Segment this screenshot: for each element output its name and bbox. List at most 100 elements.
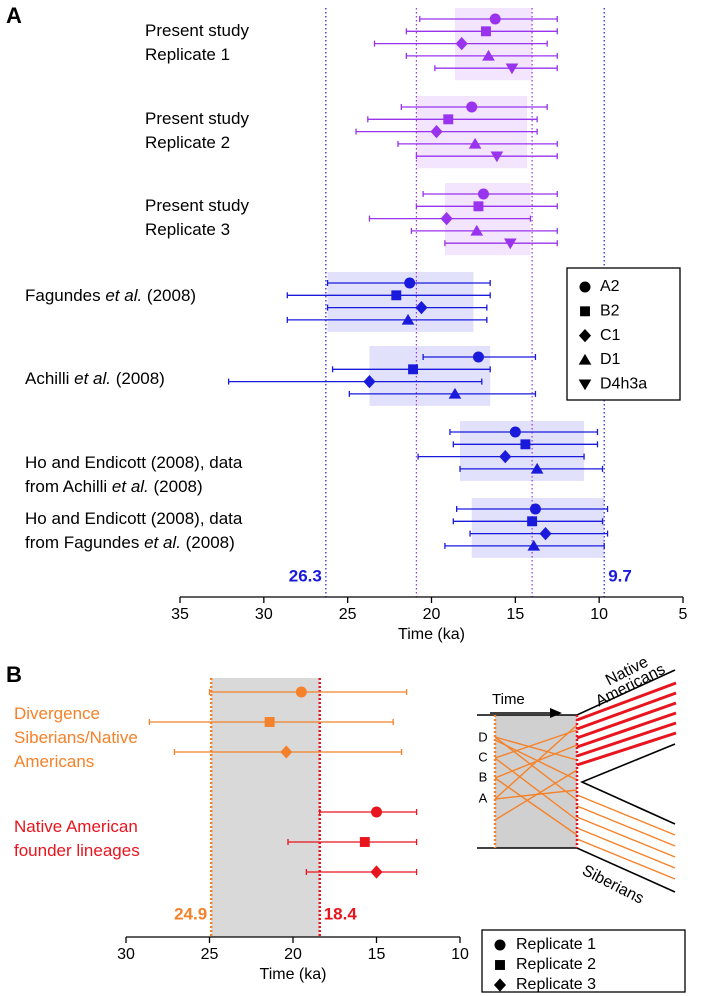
marker bbox=[505, 63, 519, 75]
marker bbox=[415, 301, 428, 315]
x-tick-label: 10 bbox=[451, 946, 469, 963]
x-tick-label: 30 bbox=[255, 606, 273, 623]
marker bbox=[448, 387, 462, 399]
group-label: Replicate 1 bbox=[145, 45, 230, 64]
group-label: founder lineages bbox=[14, 841, 140, 860]
marker bbox=[472, 351, 484, 363]
label-part: Fagundes bbox=[25, 286, 105, 305]
marker bbox=[466, 101, 478, 113]
group-label: Ho and Endicott (2008), data bbox=[25, 453, 243, 472]
group-label: Americans bbox=[14, 752, 94, 771]
marker bbox=[520, 439, 531, 450]
group-label: Fagundes et al. (2008) bbox=[25, 286, 196, 305]
marker bbox=[404, 277, 416, 289]
marker bbox=[408, 364, 419, 375]
x-tick-label: 30 bbox=[117, 946, 135, 963]
group-label: Present study bbox=[145, 21, 249, 40]
reference-label: 24.9 bbox=[174, 904, 207, 923]
legend-label: A2 bbox=[600, 278, 620, 295]
marker bbox=[481, 26, 491, 37]
label-part: Achilli bbox=[25, 369, 74, 388]
lineage-label: C bbox=[478, 749, 487, 764]
legend-marker bbox=[495, 960, 505, 970]
time-label: Time bbox=[492, 691, 525, 708]
label-part: Ho and Endicott (2008), data bbox=[25, 453, 243, 472]
label-part: from Fagundes bbox=[25, 533, 144, 552]
schematic: Time D C B A Native Americans Siberians bbox=[477, 654, 677, 908]
marker bbox=[503, 238, 517, 250]
label-part: founder lineages bbox=[14, 841, 140, 860]
legend-marker bbox=[494, 939, 506, 951]
label-part: (2008) bbox=[181, 533, 235, 552]
marker bbox=[477, 188, 489, 200]
lineage-label: D bbox=[478, 729, 487, 744]
label-part: Americans bbox=[14, 752, 94, 771]
label-part: (2008) bbox=[142, 286, 196, 305]
group-label: from Fagundes et al. (2008) bbox=[25, 533, 235, 552]
legend-marker bbox=[580, 306, 590, 317]
legend-marker bbox=[578, 379, 592, 391]
marker bbox=[280, 745, 293, 759]
time-window bbox=[495, 715, 577, 848]
x-tick-label: 5 bbox=[679, 606, 688, 623]
range-box bbox=[369, 346, 491, 406]
shaded-range bbox=[211, 678, 320, 937]
x-tick-label: 35 bbox=[171, 606, 189, 623]
marker bbox=[295, 686, 307, 698]
group-label: Ho and Endicott (2008), data bbox=[25, 509, 243, 528]
label-part: et al. bbox=[74, 369, 111, 388]
label-part: et al. bbox=[112, 477, 149, 496]
legend-label: Replicate 2 bbox=[516, 956, 596, 973]
arrow-head bbox=[550, 708, 562, 718]
native-lines bbox=[576, 681, 677, 767]
label-part: Native American bbox=[14, 817, 138, 836]
marker bbox=[359, 837, 370, 847]
legend-label: D1 bbox=[600, 351, 621, 368]
legend-marker bbox=[579, 281, 591, 293]
label-part: Present study bbox=[145, 21, 249, 40]
panel-label: B bbox=[6, 662, 22, 687]
group-label: Present study bbox=[145, 109, 249, 128]
marker bbox=[371, 806, 382, 818]
marker bbox=[440, 212, 453, 226]
marker bbox=[468, 137, 482, 149]
legend-marker bbox=[578, 353, 592, 365]
label-part: Present study bbox=[145, 109, 249, 128]
marker bbox=[473, 201, 484, 212]
marker bbox=[482, 49, 495, 61]
lineage-lines bbox=[494, 724, 676, 880]
group-label: Replicate 2 bbox=[145, 133, 230, 152]
label-part: Replicate 3 bbox=[145, 220, 230, 239]
x-tick-label: 20 bbox=[284, 946, 302, 963]
reference-label: 9.7 bbox=[608, 566, 632, 585]
marker bbox=[527, 539, 541, 551]
label-part: (2008) bbox=[149, 477, 203, 496]
range-box bbox=[460, 421, 585, 481]
x-tick-label: 20 bbox=[423, 606, 441, 623]
siberians-label: Siberians bbox=[579, 862, 646, 907]
marker bbox=[430, 125, 443, 139]
marker bbox=[363, 375, 376, 389]
marker bbox=[264, 717, 275, 727]
label-part: from Achilli bbox=[25, 477, 112, 496]
marker bbox=[499, 450, 512, 464]
lineage-label: A bbox=[479, 790, 488, 805]
marker bbox=[443, 114, 454, 125]
x-tick-label: 15 bbox=[368, 946, 386, 963]
legend-label: C1 bbox=[600, 327, 621, 344]
marker bbox=[470, 224, 484, 236]
group-label: Replicate 3 bbox=[145, 220, 230, 239]
label-part: Divergence bbox=[14, 704, 100, 723]
label-part: Present study bbox=[145, 196, 249, 215]
legend bbox=[481, 929, 686, 993]
group-label: Native American bbox=[14, 817, 138, 836]
label-part: Replicate 1 bbox=[145, 45, 230, 64]
panel: A 26.3 9.7 Present study Replicate 1 Present … bbox=[6, 3, 687, 643]
marker bbox=[455, 37, 468, 51]
reference-label: 26.3 bbox=[289, 566, 322, 585]
group-label: Achilli et al. (2008) bbox=[25, 369, 165, 388]
marker bbox=[530, 462, 544, 474]
group-label: Divergence bbox=[14, 704, 100, 723]
lineage-label: B bbox=[479, 769, 488, 784]
